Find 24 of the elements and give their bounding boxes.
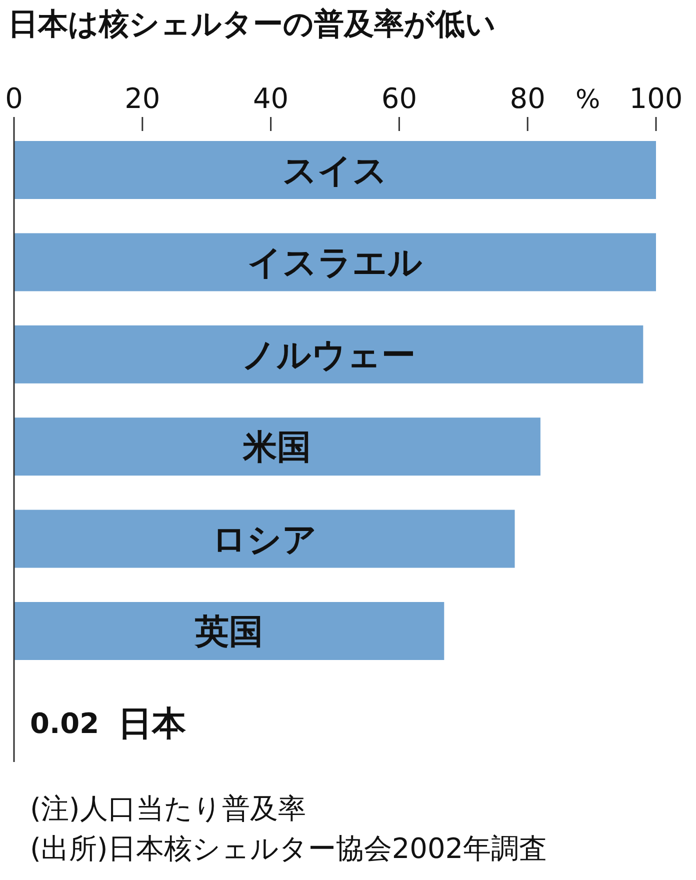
x-tick-label: 20 [124, 82, 160, 115]
bar [14, 325, 644, 384]
y-tick-label: スイス [282, 151, 388, 191]
text: (出所)日本核シェルター協会2002年調査 [30, 832, 548, 865]
x-tick-label: 40 [252, 82, 289, 115]
x-tick-label: 80 [510, 82, 546, 115]
x-tick-label: 0 [5, 82, 23, 115]
y-tick-label: ロシア [212, 520, 317, 560]
data-label: 0.02 [30, 707, 100, 740]
bar [14, 141, 656, 199]
bar [14, 418, 540, 476]
bar [14, 602, 444, 660]
y-tick-label: ノルウェー [242, 335, 416, 376]
bar [14, 233, 656, 292]
chart-title: 日本は核シェルターの普及率が低い [8, 7, 496, 42]
text: (注)人口当たり普及率 [30, 792, 306, 825]
bar [14, 510, 515, 568]
y-tick-label: イスラエル [248, 243, 422, 284]
x-tick-label: 100 [629, 82, 683, 115]
y-tick-label: 日本 [118, 704, 187, 744]
x-tick-label: 60 [381, 82, 418, 115]
y-tick-label: 米国 [242, 428, 312, 468]
y-tick-label: 英国 [194, 612, 264, 652]
x-axis-title: % [575, 85, 600, 115]
